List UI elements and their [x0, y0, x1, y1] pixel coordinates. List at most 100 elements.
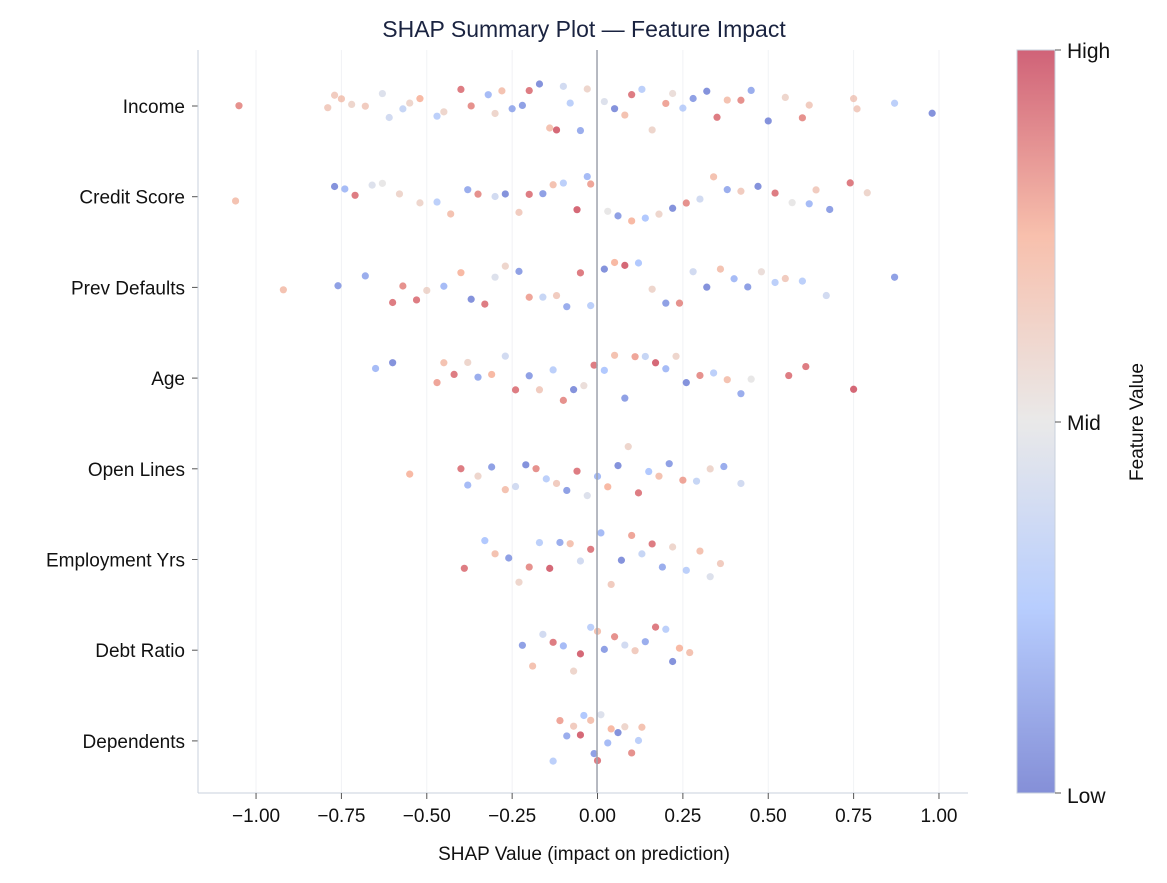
- shap-point: [341, 185, 349, 193]
- shap-point: [587, 623, 595, 631]
- shap-point: [395, 190, 404, 198]
- shap-point: [846, 179, 854, 187]
- feature-label: Dependents: [83, 732, 185, 753]
- shap-point: [648, 285, 656, 293]
- shap-point: [464, 358, 472, 367]
- shap-point: [559, 396, 567, 404]
- shap-point: [539, 630, 547, 638]
- shap-point: [508, 105, 516, 113]
- shap-point: [580, 711, 588, 720]
- shap-point: [610, 351, 619, 359]
- shap-point: [542, 475, 550, 483]
- shap-point: [583, 172, 591, 181]
- shap-point: [621, 111, 629, 119]
- shap-point: [573, 206, 581, 214]
- feature-row-points: [518, 623, 694, 675]
- shap-point: [457, 269, 465, 277]
- shap-point: [457, 465, 465, 473]
- shap-point: [433, 198, 441, 206]
- shap-point: [515, 208, 523, 216]
- feature-row-points: [460, 529, 725, 589]
- shap-point: [570, 667, 578, 675]
- shap-point: [692, 477, 701, 485]
- shap-point: [324, 104, 332, 112]
- shap-point: [675, 299, 684, 307]
- shap-point: [552, 291, 561, 300]
- shap-point: [563, 732, 571, 740]
- shap-point: [737, 96, 745, 104]
- shap-point: [607, 580, 615, 589]
- shap-point: [764, 117, 772, 125]
- shap-point: [515, 578, 523, 586]
- x-tick-label: 0.25: [664, 806, 701, 827]
- shap-point: [525, 563, 533, 571]
- shap-point: [812, 186, 820, 194]
- shap-point: [481, 537, 489, 545]
- shap-point: [525, 293, 533, 301]
- shap-point: [580, 382, 588, 390]
- shap-point: [723, 376, 731, 384]
- x-tick-label: 1.00: [920, 806, 957, 827]
- x-tick-label: 0.50: [750, 806, 787, 827]
- shap-point: [552, 479, 561, 488]
- shap-point: [576, 731, 585, 739]
- shap-point: [682, 379, 690, 387]
- shap-point: [805, 101, 813, 109]
- shap-point: [501, 190, 509, 198]
- feature-label: Age: [151, 369, 185, 390]
- shap-point: [549, 181, 557, 189]
- x-tick-label: −0.25: [488, 806, 536, 827]
- feature-row-points: [279, 258, 899, 311]
- shap-point: [689, 94, 697, 103]
- shap-point: [406, 470, 414, 478]
- shap-point: [723, 96, 731, 104]
- shap-point: [716, 265, 725, 273]
- shap-point: [669, 89, 677, 98]
- shap-point: [802, 362, 810, 371]
- shap-point: [501, 352, 509, 360]
- shap-point: [651, 623, 660, 631]
- shap-point: [570, 722, 578, 730]
- feature-label: Employment Yrs: [46, 551, 185, 572]
- shap-point: [566, 540, 574, 548]
- shap-point: [556, 716, 564, 725]
- shap-point: [467, 102, 475, 110]
- shap-point: [570, 386, 578, 394]
- shap-point: [805, 200, 813, 208]
- shap-point: [539, 293, 547, 301]
- shap-point: [583, 85, 591, 93]
- x-tick-label: −0.75: [317, 806, 365, 827]
- shap-point: [597, 529, 605, 537]
- x-axis-label: SHAP Value (impact on prediction): [438, 844, 730, 865]
- shap-point: [710, 173, 718, 181]
- shap-point: [556, 538, 564, 547]
- shap-point: [334, 282, 342, 290]
- shap-point: [822, 291, 830, 300]
- shap-point: [628, 749, 636, 757]
- shap-point: [798, 277, 806, 285]
- shap-point: [546, 564, 554, 572]
- shap-point: [826, 205, 834, 214]
- shap-point: [535, 539, 544, 547]
- shap-point: [604, 483, 612, 491]
- shap-point: [747, 375, 755, 383]
- shap-point: [686, 648, 694, 657]
- shap-point: [552, 126, 561, 134]
- shap-point: [621, 261, 629, 269]
- feature-row-points: [371, 351, 858, 404]
- shap-point: [853, 105, 861, 113]
- shap-point: [573, 467, 581, 475]
- shap-point: [378, 179, 386, 187]
- feature-label: Open Lines: [88, 460, 185, 481]
- shap-point: [610, 105, 619, 113]
- shap-point: [628, 217, 636, 225]
- shap-point: [385, 113, 393, 122]
- shap-point: [689, 268, 697, 276]
- shap-point: [679, 476, 687, 484]
- shap-point: [235, 102, 243, 110]
- feature-label: Prev Defaults: [71, 278, 185, 299]
- shap-point: [641, 638, 649, 646]
- shap-point: [590, 749, 598, 758]
- shap-point: [788, 199, 796, 207]
